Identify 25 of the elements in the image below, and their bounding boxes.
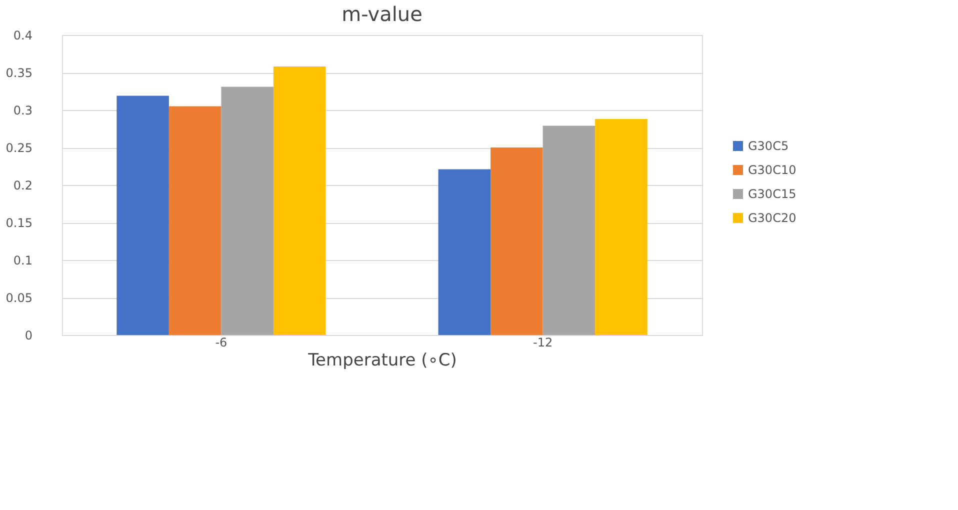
legend-label: G30C20 bbox=[748, 211, 796, 225]
y-tick-label: 0.4 bbox=[13, 28, 32, 42]
y-tick-label: 0.3 bbox=[13, 104, 32, 118]
y-tick-label: 0.05 bbox=[6, 291, 32, 305]
bar bbox=[542, 126, 596, 335]
bar bbox=[273, 66, 326, 335]
bar bbox=[438, 169, 491, 335]
legend-label: G30C5 bbox=[748, 139, 789, 153]
x-axis-title: Temperature (∘C) bbox=[307, 350, 457, 370]
chart-title: m-value bbox=[342, 2, 422, 26]
bar bbox=[116, 96, 169, 335]
y-tick-label: 0.25 bbox=[6, 141, 32, 155]
y-tick-label: 0.15 bbox=[6, 216, 32, 230]
legend-label: G30C10 bbox=[748, 163, 796, 177]
y-tick-label: 0.1 bbox=[13, 254, 32, 268]
y-tick-label: 0.35 bbox=[6, 66, 32, 80]
y-tick-label: 0.2 bbox=[13, 178, 32, 192]
x-tick-label: -12 bbox=[533, 336, 553, 350]
x-tick-label: -6 bbox=[215, 336, 228, 350]
bar bbox=[221, 86, 274, 335]
bar bbox=[168, 106, 222, 335]
bar bbox=[490, 148, 543, 335]
y-tick-label: 0 bbox=[24, 328, 32, 342]
legend-label: G30C15 bbox=[748, 187, 796, 201]
bar bbox=[595, 119, 648, 335]
